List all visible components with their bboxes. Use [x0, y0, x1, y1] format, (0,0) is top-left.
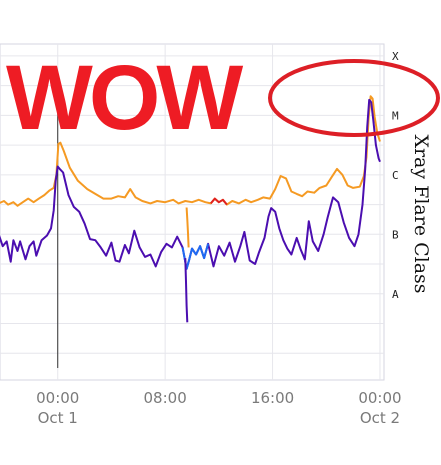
plot-border	[0, 43, 385, 381]
x-axis-ticks: 00:00 Oct 1 08:00 16:00 00:00 Oct 2	[36, 389, 401, 427]
series-highlight-0	[210, 197, 228, 206]
wow-overlay-text: WOW	[6, 47, 243, 149]
x-tick-time-1: 08:00	[144, 389, 187, 407]
class-label-X: X	[392, 50, 399, 63]
x-tick-time-0: 00:00	[36, 389, 79, 407]
x-tick-time-2: 16:00	[251, 389, 294, 407]
x-tick-date-0: Oct 1	[38, 409, 78, 427]
red-ellipse	[268, 59, 440, 137]
flux-series	[0, 95, 381, 323]
x-tick-date-3: Oct 2	[360, 409, 400, 427]
annotation-ellipse	[268, 59, 440, 137]
series-line-3	[184, 258, 189, 323]
flare-class-labels: A B C M X	[392, 50, 399, 301]
class-label-M: M	[392, 109, 399, 122]
class-label-C: C	[392, 169, 399, 182]
class-label-A: A	[392, 288, 399, 301]
y-axis-label: Xray Flare Class	[410, 134, 432, 293]
chart-grid	[0, 43, 385, 381]
series-highlight-2	[181, 243, 210, 270]
series-line-1	[185, 207, 190, 248]
x-tick-time-3: 00:00	[358, 389, 401, 407]
class-label-B: B	[392, 228, 399, 241]
